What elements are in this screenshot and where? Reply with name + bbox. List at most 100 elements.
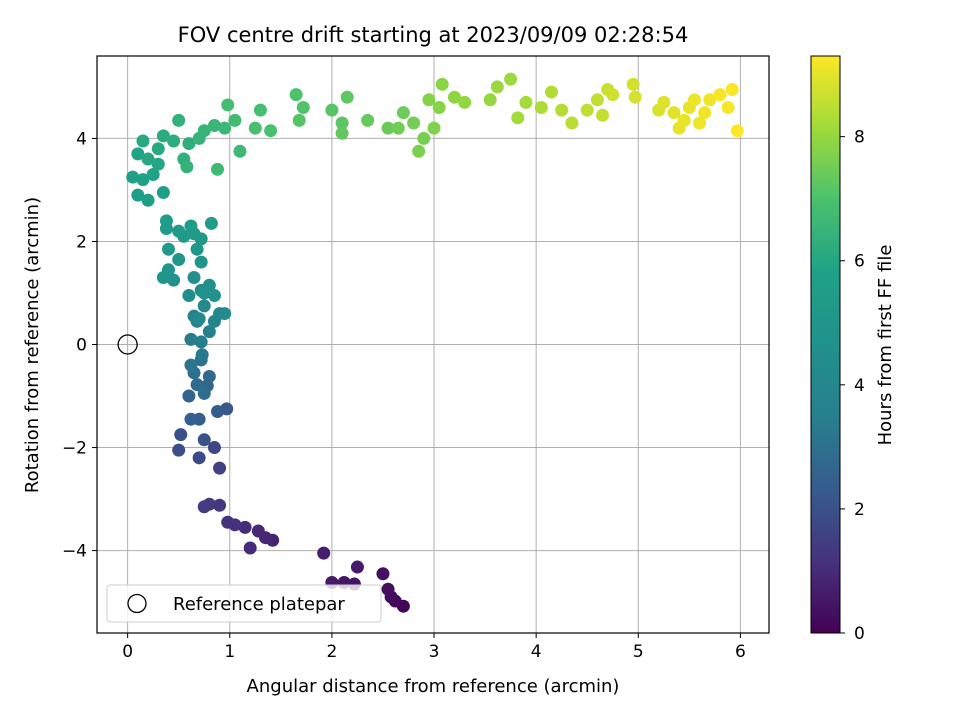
data-point — [136, 173, 150, 187]
x-tick-label: 6 — [735, 642, 746, 662]
data-point — [698, 106, 712, 120]
data-point — [565, 116, 579, 130]
data-point — [207, 119, 221, 133]
data-point — [713, 88, 727, 102]
grid — [97, 56, 769, 633]
data-point — [677, 113, 691, 127]
data-point — [317, 546, 331, 560]
data-point — [197, 124, 211, 138]
data-point — [511, 111, 525, 125]
data-point — [292, 113, 306, 127]
data-point — [184, 358, 198, 372]
scatter-points — [117, 72, 744, 613]
data-point — [248, 121, 262, 135]
data-point — [141, 193, 155, 207]
data-point — [136, 134, 150, 148]
data-point — [190, 242, 204, 256]
data-point — [534, 101, 548, 115]
data-point — [207, 441, 221, 455]
data-point — [197, 299, 211, 313]
data-point — [422, 93, 436, 107]
data-point — [192, 451, 206, 465]
data-point — [195, 348, 209, 362]
data-point — [606, 88, 620, 102]
data-point — [218, 121, 232, 135]
data-point — [412, 144, 426, 158]
x-tick-label: 4 — [531, 642, 542, 662]
data-point — [156, 186, 170, 200]
data-point — [228, 113, 242, 127]
data-point — [725, 82, 739, 96]
data-point — [167, 273, 181, 287]
data-point — [340, 90, 354, 104]
data-point — [192, 312, 206, 326]
data-point — [703, 93, 717, 107]
data-point — [381, 121, 395, 135]
data-point — [628, 90, 642, 104]
data-point — [504, 72, 518, 86]
colorbar: 0 2 4 6 8 Hours from first FF file — [810, 55, 896, 644]
data-point — [490, 80, 504, 94]
data-point — [391, 121, 405, 135]
data-point — [190, 378, 204, 392]
x-tick-label: 5 — [633, 642, 644, 662]
data-point — [555, 103, 569, 117]
data-point — [194, 255, 208, 269]
data-point — [657, 95, 671, 109]
data-point — [182, 137, 196, 151]
data-point — [693, 116, 707, 130]
data-point — [213, 498, 227, 512]
x-axis-label: Angular distance from reference (arcmin) — [247, 676, 620, 697]
data-point — [253, 103, 267, 117]
y-tick-label: 0 — [76, 336, 87, 356]
data-point — [243, 541, 257, 555]
data-point — [174, 428, 188, 442]
chart-title: FOV centre drift starting at 2023/09/09 … — [178, 23, 689, 47]
data-point — [221, 98, 235, 112]
data-point — [447, 90, 461, 104]
data-point — [184, 219, 198, 233]
data-point — [396, 106, 410, 120]
data-point — [407, 116, 421, 130]
data-point — [211, 404, 225, 418]
y-tick-label: 4 — [76, 129, 87, 149]
data-point — [721, 101, 735, 115]
data-point — [159, 214, 173, 228]
data-point — [197, 500, 211, 514]
colorbar-label: Hours from first FF file — [875, 245, 896, 446]
data-point — [180, 160, 194, 174]
data-point — [221, 515, 235, 529]
data-point — [435, 77, 449, 91]
data-point — [184, 412, 198, 426]
data-point — [417, 131, 431, 145]
data-point — [172, 224, 186, 238]
colorbar-tick-label: 6 — [854, 252, 865, 272]
data-point — [161, 242, 175, 256]
legend-marker-icon — [127, 593, 147, 614]
data-point — [197, 286, 211, 300]
data-point — [376, 567, 390, 581]
colorbar-tick-label: 4 — [854, 376, 865, 396]
data-point — [626, 77, 640, 91]
data-point — [156, 129, 170, 143]
legend-box — [106, 584, 382, 623]
data-point — [233, 144, 247, 158]
data-point — [687, 93, 701, 107]
data-point — [361, 113, 375, 127]
data-point — [202, 325, 216, 339]
data-point — [211, 162, 225, 176]
data-point — [172, 443, 186, 457]
data-point — [325, 103, 339, 117]
data-point — [519, 95, 533, 109]
data-point — [151, 142, 165, 156]
data-point — [238, 520, 252, 534]
data-point — [126, 170, 140, 184]
colorbar-tick-label: 0 — [854, 624, 865, 644]
x-tick-label: 0 — [122, 642, 133, 662]
data-point — [483, 93, 497, 107]
y-tick-label: −4 — [62, 542, 87, 562]
data-point — [204, 216, 218, 230]
data-point — [131, 188, 145, 202]
